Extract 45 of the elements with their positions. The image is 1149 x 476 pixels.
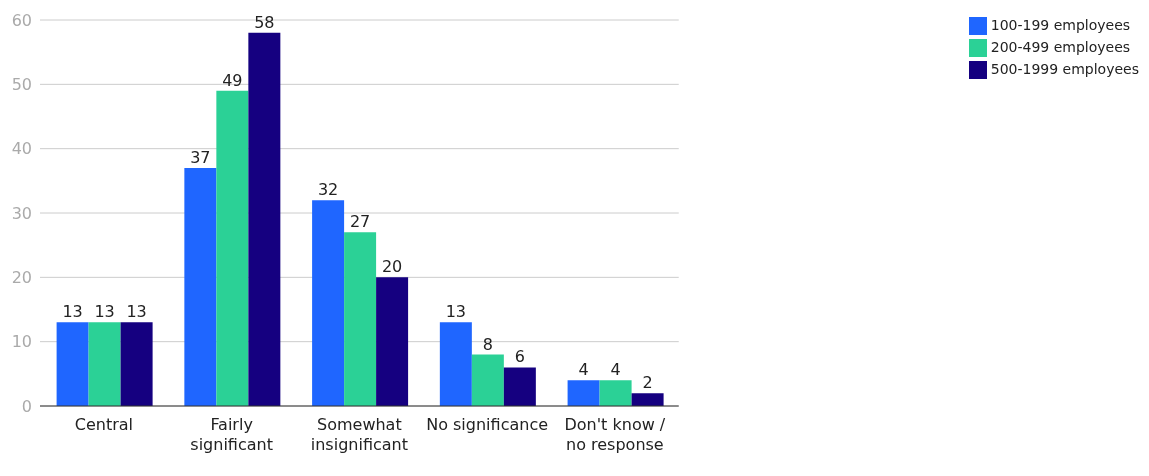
bar <box>376 277 409 406</box>
bar <box>439 322 472 406</box>
bar <box>344 232 377 406</box>
data-label: 32 <box>317 180 339 200</box>
y-tick-label: 50 <box>11 75 32 95</box>
legend-label: 200-499 employees <box>990 39 1131 55</box>
x-tick-label: Central <box>74 415 134 434</box>
bar <box>471 354 504 406</box>
data-label: 6 <box>514 347 525 367</box>
bar <box>312 200 345 406</box>
legend-label: 500-1999 employees <box>990 61 1139 77</box>
data-label: 27 <box>349 212 371 232</box>
bar <box>216 90 249 406</box>
y-tick-label: 40 <box>11 139 32 159</box>
bar <box>599 380 632 406</box>
data-label: 2 <box>642 373 653 393</box>
x-tick-label: Fairly significant <box>190 415 273 454</box>
legend-label: 100-199 employees <box>990 17 1131 33</box>
data-label: 37 <box>190 147 211 167</box>
y-tick-label: 30 <box>11 203 32 223</box>
data-label: 49 <box>222 70 243 90</box>
y-tick-label: 0 <box>21 396 32 416</box>
bar <box>184 167 217 406</box>
x-tick-label: Somewhat insignificant <box>310 415 408 454</box>
data-label: 58 <box>254 12 275 32</box>
bar <box>248 32 281 406</box>
bar <box>503 367 536 406</box>
x-tick-label: No significance <box>426 415 549 434</box>
data-label: 4 <box>610 360 621 380</box>
y-tick-label: 20 <box>11 268 32 288</box>
bar <box>88 322 121 406</box>
x-tick-label: Don't know / no response <box>564 415 666 454</box>
bar <box>631 393 664 406</box>
y-tick-label: 10 <box>11 332 32 352</box>
y-tick-label: 60 <box>11 10 32 30</box>
data-label: 8 <box>482 334 493 354</box>
data-label: 4 <box>578 360 589 380</box>
bar <box>567 380 600 406</box>
bar <box>120 322 153 406</box>
data-label: 13 <box>445 302 467 322</box>
data-label: 13 <box>126 302 147 322</box>
data-label: 13 <box>94 302 115 322</box>
data-label: 13 <box>62 302 83 322</box>
bar <box>56 322 89 406</box>
data-label: 20 <box>381 257 403 277</box>
